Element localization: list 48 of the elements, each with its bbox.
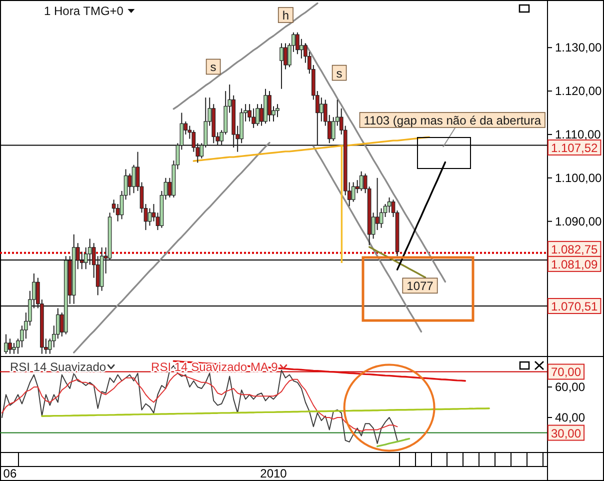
x-tick-label: 2010 (260, 466, 288, 480)
annotation: s (210, 60, 216, 74)
y-tick-label: 60,00 (555, 380, 586, 394)
ref-line-label: 1.107,52 (551, 140, 598, 155)
y-tick-label: 1.090,00 (555, 214, 602, 228)
candlestick (8, 338, 12, 354)
candlestick (148, 208, 152, 226)
ref-line-label: 1.081,09 (551, 257, 598, 272)
candlestick (256, 104, 260, 126)
legend-label: RSI 14 Suavizado (10, 360, 106, 374)
annotation: 1103 (gap mas não é da abertura (364, 114, 542, 128)
ref-line-label: 70,00 (551, 365, 582, 380)
line-series (1, 372, 398, 432)
candlestick (387, 196, 392, 214)
annotation: 1077 (406, 279, 434, 294)
candlestick (132, 164, 136, 194)
candlestick (300, 38, 304, 59)
line-series (192, 136, 430, 162)
x-tick-label: 06 (3, 466, 17, 480)
line-series (73, 142, 270, 354)
candlestick (112, 199, 116, 214)
candlestick (88, 238, 92, 266)
ref-line-label: 30,00 (551, 426, 582, 440)
y-tick-label: 1.120,00 (555, 84, 602, 98)
ref-line-label: 1.070,51 (551, 300, 598, 314)
annotation: s (336, 66, 342, 80)
chart-title: 1 Hora TMG+0 (44, 4, 124, 18)
candlestick (268, 90, 272, 122)
candlestick (351, 182, 356, 202)
candlestick (276, 104, 280, 118)
y-tick-label: 40,00 (555, 410, 586, 425)
candlestick (4, 334, 8, 354)
candlestick (12, 342, 16, 354)
ref-line-label: 1.082,75 (551, 242, 598, 256)
candlestick (252, 108, 256, 128)
candlestick (375, 177, 380, 231)
y-tick-label: 1.130,00 (555, 40, 602, 55)
candlestick (320, 97, 324, 122)
candlestick (296, 32, 300, 55)
line-series (172, 2, 318, 110)
line-series (41, 408, 490, 417)
annotation: h (282, 8, 290, 23)
candlestick (280, 42, 284, 90)
y-tick-label: 1.110,00 (555, 127, 602, 142)
candlestick (359, 170, 364, 192)
line-series (376, 438, 410, 448)
line-series (304, 43, 446, 283)
y-tick-label: 1.100,00 (555, 170, 602, 185)
